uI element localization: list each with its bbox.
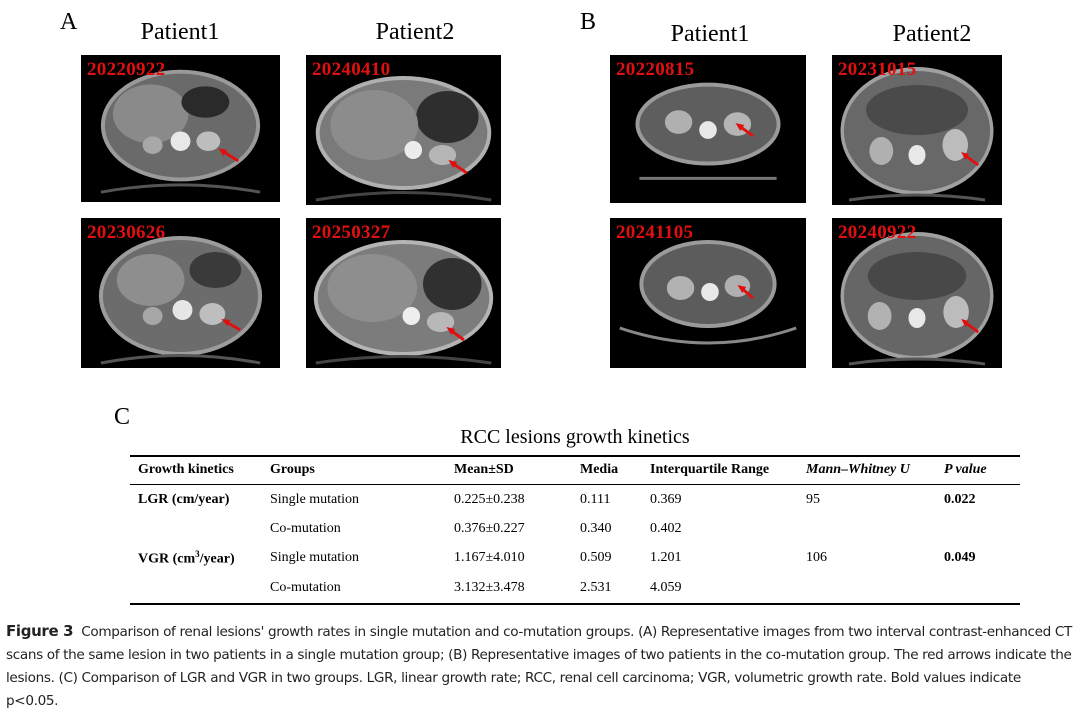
scan-date-label: 20220922 — [87, 59, 166, 80]
col-header-mann-whitney: Mann–Whitney U — [798, 456, 936, 485]
ct-scan-b-patient2-top: 20231015 — [832, 55, 1002, 205]
cell-u — [798, 514, 936, 543]
scan-date-label: 20250327 — [312, 222, 391, 243]
col-header-iqr: Interquartile Range — [642, 456, 798, 485]
panel-c-letter: C — [114, 404, 131, 430]
col-header-median: Media — [572, 456, 642, 485]
ct-scan-b-patient1-top: 20220815 — [610, 55, 806, 203]
col-header-mean-sd: Mean±SD — [446, 456, 572, 485]
table-row: Co-mutation 0.376±0.227 0.340 0.402 — [130, 514, 1020, 543]
cell-u — [798, 573, 936, 605]
cell-iqr: 0.402 — [650, 520, 682, 536]
ct-scan-a-patient1-top: 20220922 — [81, 55, 280, 202]
table-row: LGR (cm/year) Single mutation 0.225±0.23… — [130, 485, 1020, 515]
cell-u: 95 — [806, 491, 820, 507]
table-title: RCC lesions growth kinetics — [460, 426, 690, 448]
scan-date-label: 20240922 — [838, 222, 917, 243]
table-header-row: Growth kinetics Groups Mean±SD Media Int… — [130, 456, 1020, 485]
cell-group: Co-mutation — [270, 520, 341, 536]
ct-scan-a-patient1-bottom: 20230626 — [81, 218, 280, 368]
growth-kinetics-table: Growth kinetics Groups Mean±SD Media Int… — [130, 455, 1020, 605]
kinetic-text-end: /year) — [199, 551, 235, 567]
cell-iqr: 4.059 — [642, 573, 798, 605]
panel-b-patient1-title: Patient1 — [670, 21, 750, 47]
scan-date-label: 20240410 — [312, 59, 391, 80]
ct-scan-a-patient2-top: 20240410 — [306, 55, 501, 205]
ct-scan-a-patient2-bottom: 20250327 — [306, 218, 501, 368]
cell-p: 0.022 — [944, 491, 976, 507]
ct-scan-b-patient2-bottom: 20240922 — [832, 218, 1002, 368]
panel-b-letter: B — [580, 9, 597, 35]
cell-iqr: 0.369 — [650, 491, 682, 507]
ct-scan-b-patient1-bottom: 20241105 — [610, 218, 806, 368]
cell-group: Co-mutation — [262, 573, 446, 605]
cell-kinetic: VGR (cm3/year) — [130, 543, 262, 574]
panel-a-patient2-title: Patient2 — [375, 19, 455, 45]
cell-group: Single mutation — [270, 491, 360, 507]
figure-label: Figure 3 — [6, 622, 74, 640]
panel-a-letter: A — [60, 9, 78, 35]
scan-date-label: 20241105 — [616, 222, 694, 243]
col-header-groups: Groups — [262, 456, 446, 485]
cell-median: 0.111 — [580, 491, 611, 507]
cell-kinetic: LGR (cm/year) — [138, 491, 230, 507]
scan-date-label: 20230626 — [87, 222, 166, 243]
cell-mean: 0.376±0.227 — [454, 520, 525, 536]
caption-text: Comparison of renal lesions' growth rate… — [6, 624, 1073, 709]
cell-kinetic — [130, 514, 262, 543]
cell-p: 0.049 — [944, 550, 976, 566]
cell-mean: 0.225±0.238 — [454, 491, 525, 507]
col-header-p-value: P value — [936, 456, 1020, 485]
p-value-header: P value — [944, 462, 987, 477]
table-row: Co-mutation 3.132±3.478 2.531 4.059 — [130, 573, 1020, 605]
cell-median: 0.340 — [580, 520, 612, 536]
cell-iqr: 1.201 — [650, 550, 682, 566]
kinetic-text: VGR (cm — [138, 551, 196, 567]
cell-mean: 3.132±3.478 — [446, 573, 572, 605]
figure-caption: Figure 3 Comparison of renal lesions' gro… — [6, 620, 1074, 713]
scan-date-label: 20231015 — [838, 59, 917, 80]
col-header-growth-kinetics: Growth kinetics — [130, 456, 262, 485]
panel-b-patient2-title: Patient2 — [892, 21, 972, 47]
cell-median: 0.509 — [580, 550, 612, 566]
table-row: VGR (cm3/year) Single mutation 1.167±4.0… — [130, 543, 1020, 574]
scan-date-label: 20220815 — [616, 59, 695, 80]
cell-u: 106 — [806, 550, 827, 566]
cell-kinetic — [130, 573, 262, 605]
cell-median: 2.531 — [572, 573, 642, 605]
kinetic-superscript: 3 — [195, 549, 200, 559]
cell-group: Single mutation — [270, 550, 360, 566]
panel-a-patient1-title: Patient1 — [140, 19, 220, 45]
cell-mean: 1.167±4.010 — [454, 550, 525, 566]
cell-p — [936, 573, 1020, 605]
cell-p — [936, 514, 1020, 543]
